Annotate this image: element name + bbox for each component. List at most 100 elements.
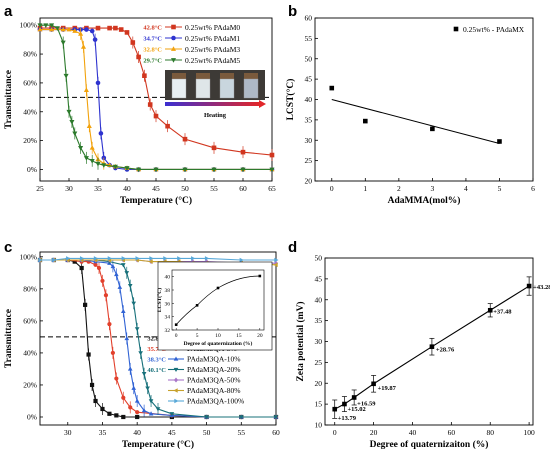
inset-x-tick-label: 0 xyxy=(175,333,178,339)
legend-marker xyxy=(174,398,179,404)
data-point xyxy=(113,25,118,31)
data-point xyxy=(147,102,153,107)
data-point xyxy=(124,166,130,171)
y-tick-label: 0% xyxy=(27,412,37,421)
data-point xyxy=(135,414,140,420)
data-point xyxy=(211,167,217,173)
data-point xyxy=(148,411,154,416)
x-tick-label: 45 xyxy=(168,428,176,437)
data-point xyxy=(131,385,137,390)
legend-label: 0.25wt% PAdaM0 xyxy=(185,23,240,32)
inset-y-tick-label: 36 xyxy=(165,301,171,307)
legend-label: PAdaM3QA-50% xyxy=(187,376,240,385)
x-tick-label: 45 xyxy=(152,184,160,193)
data-label: +15.02 xyxy=(347,406,365,413)
panel-a: a 25 30 35 40 45 50 55 60 65 0% 20% 40% 60% 80% 100% Tem… xyxy=(4,3,276,206)
y-tick-label: 10 xyxy=(315,421,323,430)
data-point xyxy=(332,406,338,412)
x-tick-label: 55 xyxy=(210,184,218,193)
data-label: +19.87 xyxy=(378,385,397,392)
data-point xyxy=(54,26,60,31)
data-point xyxy=(128,405,133,410)
x-tick-label: 2 xyxy=(397,184,401,193)
data-point xyxy=(269,152,275,158)
vial-body xyxy=(195,78,211,99)
panel-c: c30 35 40 45 50 55 600%20%40%60%80%100%Tempera… xyxy=(4,239,280,450)
data-point xyxy=(153,113,159,119)
data-point xyxy=(238,415,244,420)
data-point xyxy=(114,376,119,381)
x-tick-label: 40 xyxy=(133,428,141,437)
y-tick-label: 15 xyxy=(315,400,323,409)
data-point xyxy=(273,415,279,420)
inset-y-axis-label: LCST(°C) xyxy=(156,288,163,312)
y-tick-label: 45 xyxy=(305,75,313,84)
data-point xyxy=(101,163,107,168)
data-point xyxy=(107,256,112,261)
data-point xyxy=(363,118,368,124)
data-point xyxy=(135,256,140,261)
data-point xyxy=(110,263,116,269)
data-point xyxy=(240,167,246,173)
y-tick-label: 20 xyxy=(305,177,313,186)
data-point xyxy=(117,284,123,289)
data-point xyxy=(487,307,493,313)
data-point xyxy=(138,351,143,356)
y-tick-label: 40% xyxy=(23,348,37,357)
legend-label: PAdaM3QA-80% xyxy=(187,386,240,395)
data-point xyxy=(177,256,182,261)
data-point xyxy=(134,398,140,403)
x-tick-label: 80 xyxy=(486,428,494,437)
data-point xyxy=(72,259,77,264)
series-line xyxy=(40,24,272,171)
data-point xyxy=(169,412,175,417)
data-point xyxy=(96,265,102,271)
data-point xyxy=(83,156,89,161)
data-point xyxy=(78,145,84,151)
inset-y-tick-label: 32 xyxy=(165,328,171,334)
x-tick-label: 30 xyxy=(65,184,73,193)
heating-arrow-head xyxy=(259,100,266,108)
x-tick-label: 55 xyxy=(238,428,246,437)
inset-data-point xyxy=(216,286,220,290)
x-tick-label: 1 xyxy=(363,184,367,193)
x-tick-label: 0 xyxy=(333,428,337,437)
data-point xyxy=(114,413,119,418)
data-point xyxy=(86,352,91,357)
data-point xyxy=(142,73,147,78)
data-point xyxy=(37,26,43,32)
legend-marker xyxy=(170,46,177,51)
y-tick-label: 80% xyxy=(23,50,37,59)
y-tick-label: 50 xyxy=(305,54,313,63)
data-point xyxy=(148,259,153,264)
data-point xyxy=(66,26,72,32)
legend-lcst: 34.7°C xyxy=(143,36,162,43)
x-tick-label: 35 xyxy=(94,184,102,193)
legend-marker xyxy=(173,388,178,393)
data-point xyxy=(191,256,196,261)
data-point xyxy=(127,283,133,289)
legend-label: 0.25wt% PAdaM3 xyxy=(185,45,240,54)
vial-cap xyxy=(172,73,186,79)
data-point xyxy=(72,28,78,33)
data-point xyxy=(130,40,136,45)
y-tick-label: 20% xyxy=(23,380,37,389)
data-point xyxy=(329,85,335,91)
panel-letter: c xyxy=(4,239,12,256)
y-tick-label: 30 xyxy=(315,337,323,346)
x-axis-label: Temperature (°C) xyxy=(120,195,192,206)
legend-lcst: 40.1°C xyxy=(147,367,166,374)
data-label: +13.79 xyxy=(338,415,357,422)
data-point xyxy=(49,26,55,32)
data-point xyxy=(430,126,435,132)
inset-x-tick-label: 20 xyxy=(257,333,263,339)
data-point xyxy=(526,283,532,289)
data-point xyxy=(240,149,246,155)
x-axis-label: Temperature (°C) xyxy=(122,439,194,450)
legend-marker xyxy=(170,58,177,63)
inset-x-tick-label: 5 xyxy=(196,333,199,339)
data-point xyxy=(38,257,43,263)
data-point xyxy=(136,167,142,173)
y-axis-label: Transmittance xyxy=(4,309,14,368)
data-point xyxy=(114,271,119,277)
